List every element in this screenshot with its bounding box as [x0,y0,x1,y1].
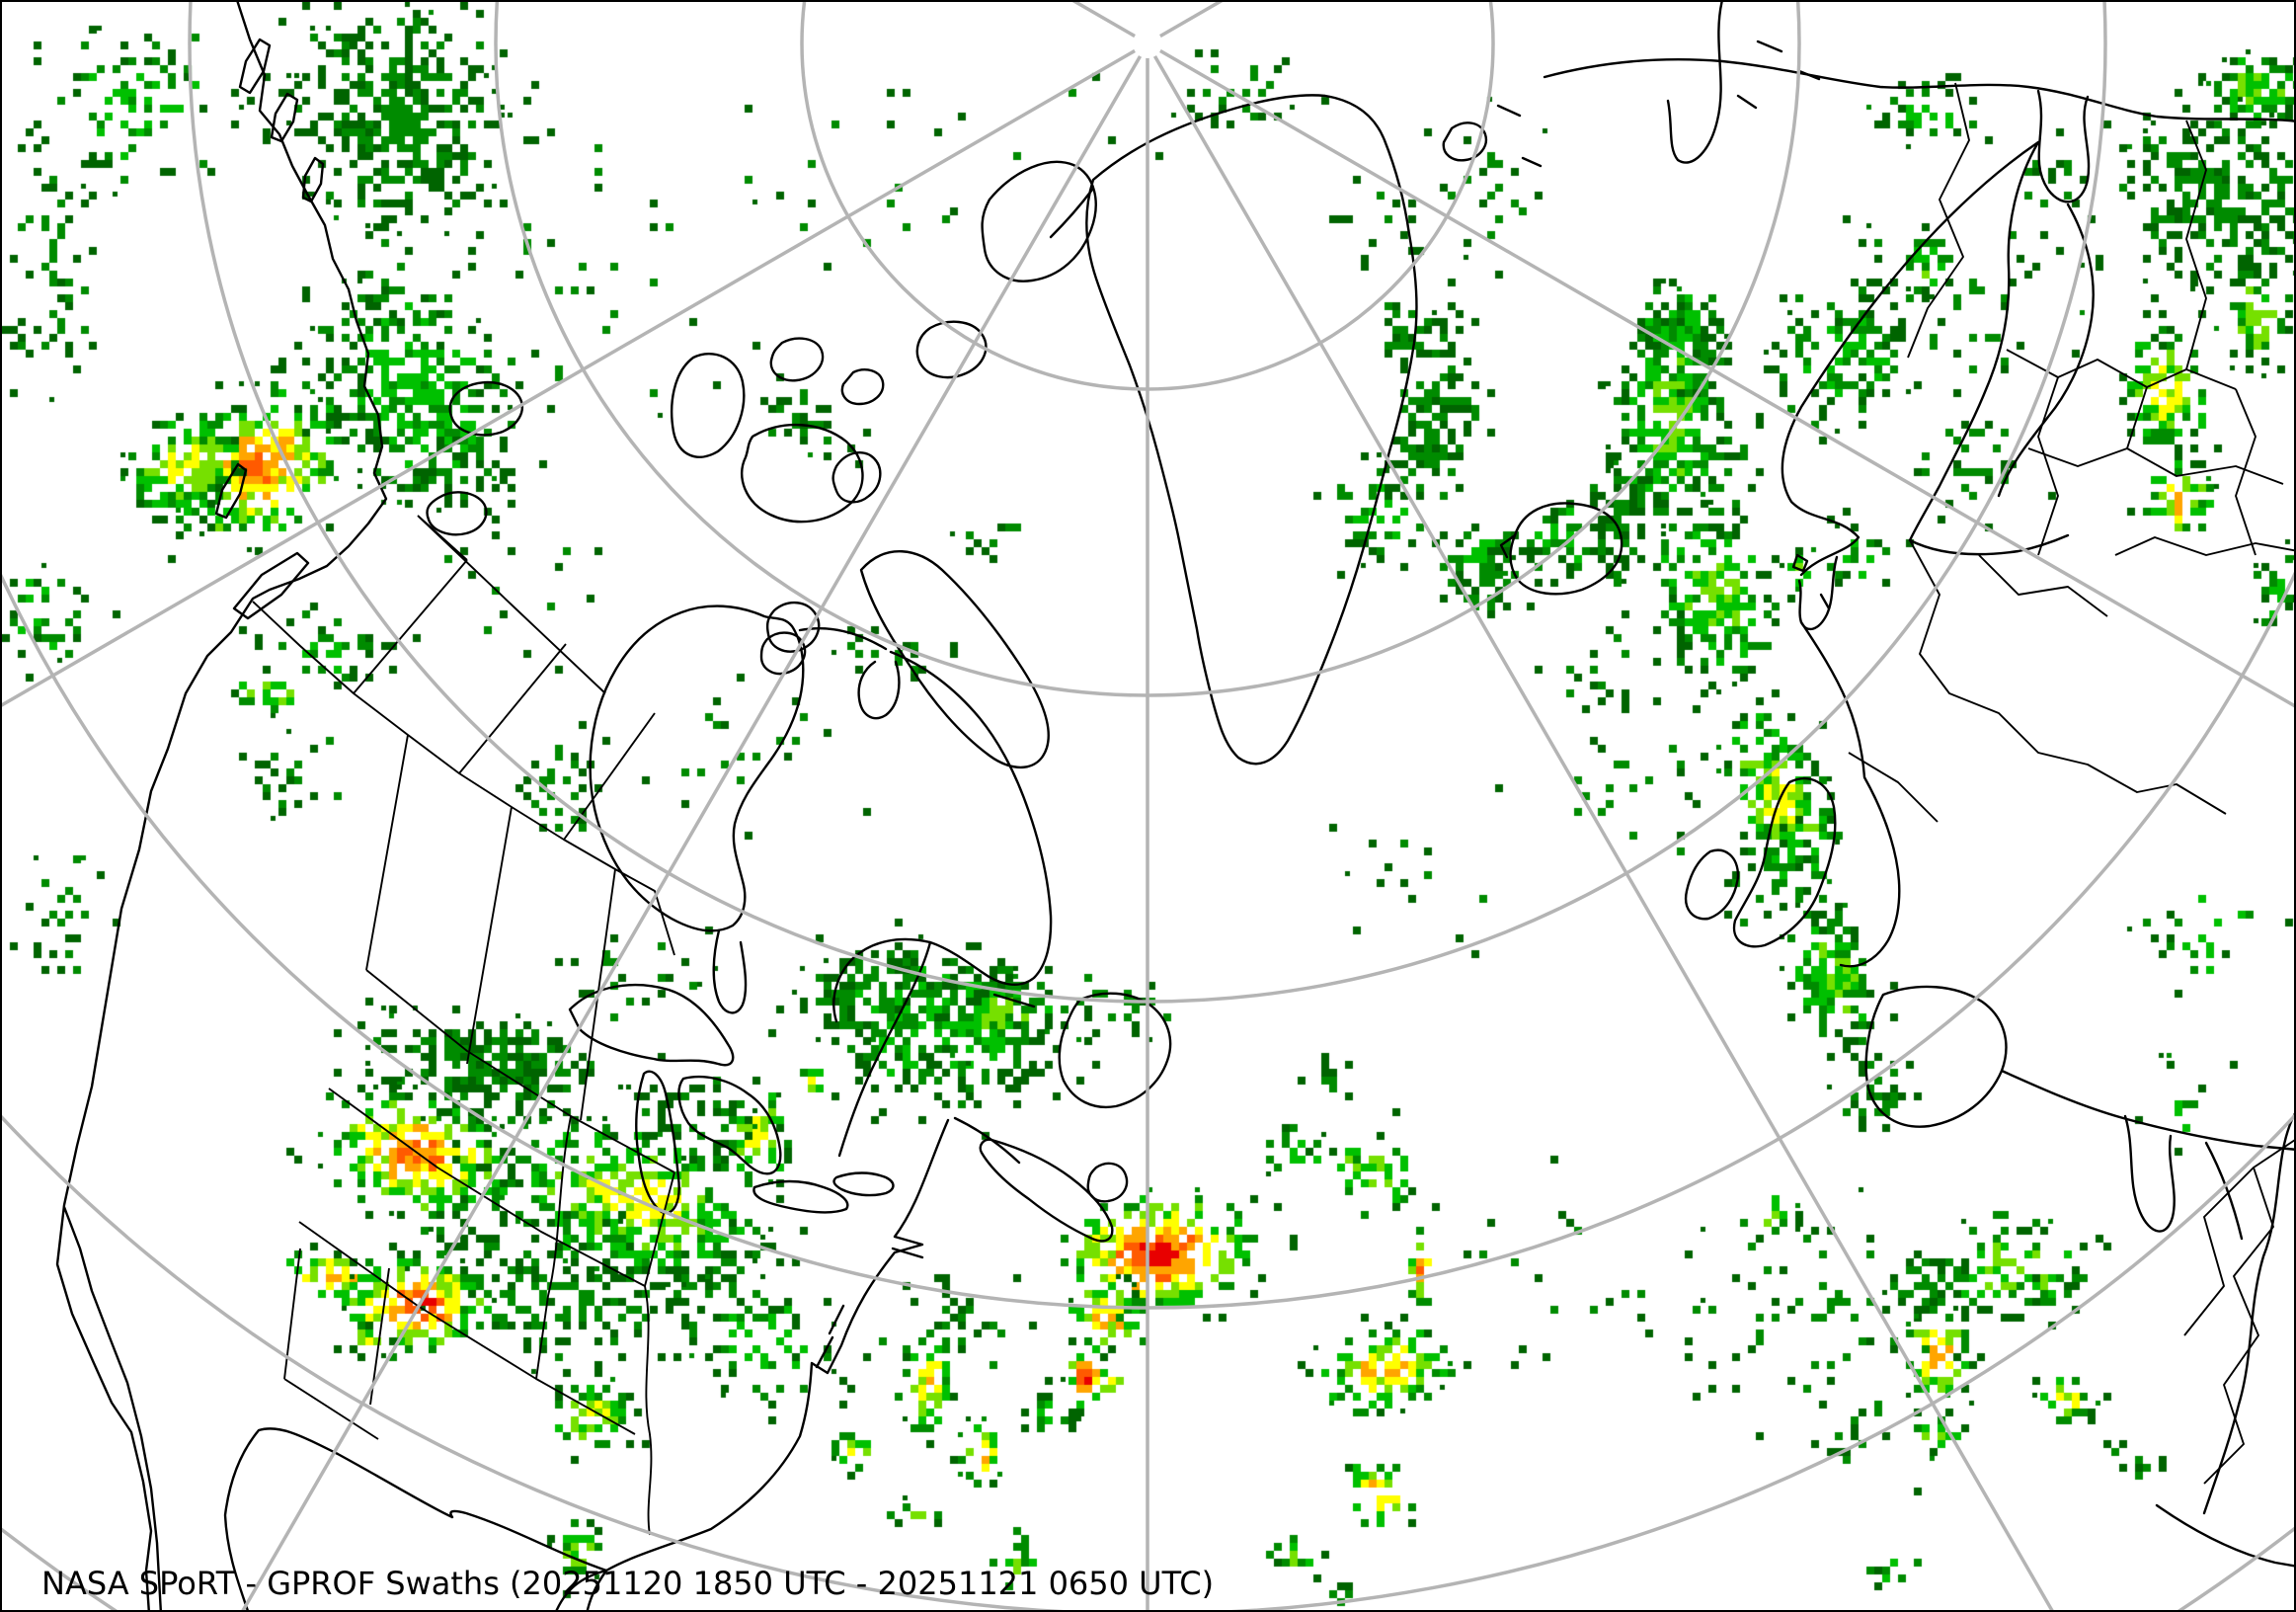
coastline-path [223,1427,608,1610]
coastline-path [232,551,310,620]
coastline-path [815,1247,924,1369]
border-path [252,601,675,956]
border-path [2203,1139,2294,1485]
pole-gap [1133,29,1162,58]
coastline-path [270,92,299,143]
meridian-line [1071,2,1148,45]
coastline-path [840,368,885,406]
coastline-path [1543,57,2294,122]
coastline-path [62,1205,162,1610]
coastline-path [831,450,882,504]
meridian-line [2,41,1148,707]
coastline-path [589,604,805,932]
coastline-path [859,550,1050,768]
lake-outline [832,1171,895,1197]
lake-outline [426,491,488,536]
coastline-path [1797,555,1839,631]
border-path [1848,752,1939,823]
coastline-path [1086,1162,1129,1203]
coastline-path [832,650,1053,1023]
coastline-path [953,1116,1021,1165]
map-caption: NASA SPoRT - GPROF Swaths (20251120 1850… [41,1565,1215,1602]
coastline-path [2036,89,2091,203]
coastline-path [55,2,388,1610]
coastline-path [1666,2,1723,164]
coastline-path [671,353,746,458]
coastline-path [1997,202,2095,498]
coastline-path [214,462,248,520]
coastline-path [981,160,1097,282]
coastline-path [712,928,748,1014]
coastline-path [1442,104,1543,168]
coastline-path [555,1569,608,1610]
lake-outline [448,380,523,437]
coastline-path [759,631,807,676]
coastline-path [1781,140,2040,577]
coastline-path [798,627,888,651]
coastline-path [979,1138,1114,1243]
border-path [298,969,675,1435]
coastline-path [604,1118,950,1572]
coastline-path [837,940,932,1158]
coastline-path [769,337,825,382]
coastline-path [1791,553,1831,610]
coastline-path [1908,533,2070,556]
coastline-path [915,320,988,379]
meridian-line [1147,41,2294,708]
coastline-path [2123,1114,2176,1233]
coastline-path [1799,620,1901,968]
coastline-path [1908,140,2040,542]
lake-outline [635,1070,680,1215]
lake-outline [568,984,735,1067]
border-path [2183,1167,2255,1336]
border-path [1978,376,2148,617]
coastlines [55,2,2294,1610]
coastline-path [301,156,325,203]
lake-outline [677,1075,782,1175]
border-path [353,515,656,841]
coastline-path [1684,848,1740,921]
border-path [2006,349,2237,390]
meridian-line [241,42,1149,1610]
coastline-path [2204,1141,2244,1241]
coastline-path [857,660,901,720]
coastline-path [1085,94,1418,766]
coastline-path [741,423,864,524]
coastline-path [1049,188,1094,239]
border-path [1907,82,1970,359]
border-path [2185,120,2256,556]
border-path [2114,536,2294,556]
meridian-line [1146,42,2054,1610]
coastline-path [1058,992,1172,1109]
coastline-path [238,38,272,95]
border-path [535,1115,675,1380]
border-path [644,1285,653,1536]
border-path [1909,539,2227,815]
coastline-path [1732,777,1837,948]
coastline-path [1736,40,1821,110]
lake-outline [752,1179,849,1214]
coastline-path [992,993,1036,1008]
coastline-path [2000,1069,2294,1151]
country-state-borders [252,82,2294,1536]
coastline-path [765,602,821,653]
coastline-path [1864,985,2008,1128]
coastline-path [2155,1503,2294,1568]
